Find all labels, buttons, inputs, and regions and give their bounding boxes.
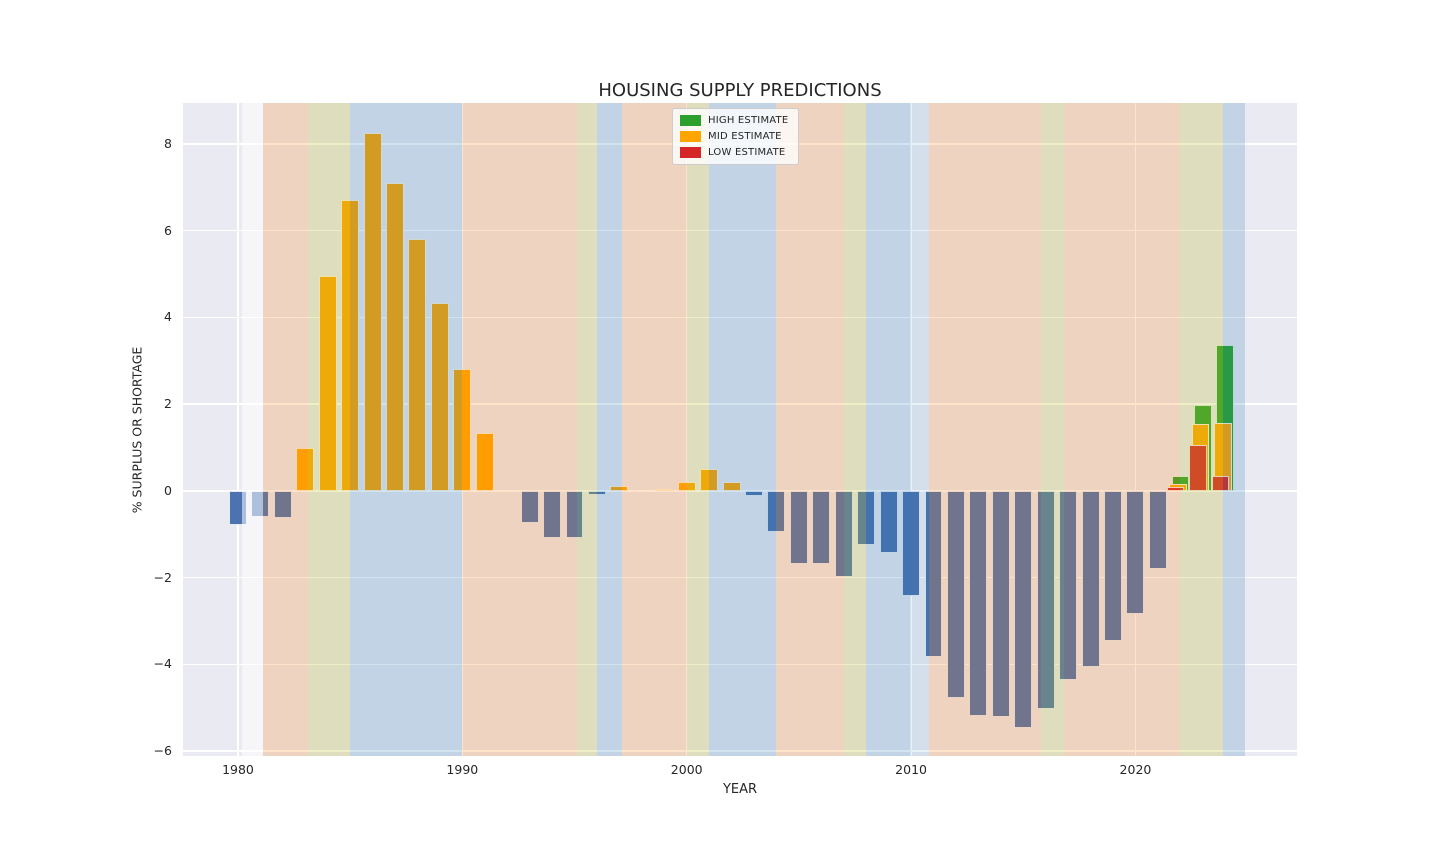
bar-1991 (475, 433, 494, 491)
bar-2016 (1036, 490, 1055, 710)
gridline-y--4 (183, 663, 1297, 666)
background-band (843, 103, 867, 756)
background-band (911, 103, 930, 756)
y-tick--6: −6 (153, 743, 172, 759)
background-band (596, 103, 622, 756)
bar-2006 (812, 490, 831, 565)
bar-1986 (363, 132, 382, 491)
x-tick-2010: 2010 (895, 762, 927, 777)
bar-1994 (543, 490, 562, 539)
bar-2004 (767, 490, 786, 533)
background-band (262, 103, 308, 756)
bar-2000 (677, 481, 696, 491)
bar-1990 (453, 369, 472, 491)
legend-label: MID ESTIMATE (708, 131, 782, 142)
y-tick--4: −4 (153, 656, 172, 672)
y-tick-0: 0 (164, 482, 172, 498)
bar-2021 (1148, 490, 1167, 569)
high-estimate-swatch-icon (680, 115, 701, 126)
x-tick-2020: 2020 (1119, 762, 1152, 777)
bar-1983 (296, 447, 315, 491)
bar-2003 (745, 490, 763, 496)
bar-2012 (946, 490, 965, 699)
bar-2009 (879, 490, 898, 553)
gridline-x-2020 (1134, 103, 1137, 756)
bar-2024-low-estimate (1211, 475, 1230, 491)
bar-1981 (251, 490, 270, 517)
bar-2017 (1059, 490, 1078, 681)
background-band (686, 103, 710, 756)
background-band (576, 103, 597, 756)
background-band (621, 103, 687, 756)
bar-2018 (1081, 490, 1100, 667)
bar-1988 (408, 239, 427, 491)
bar-2022-low-estimate (1166, 487, 1185, 491)
background-band (776, 103, 844, 756)
legend-item-mid: MID ESTIMATE (680, 131, 788, 142)
gridline-y--6 (183, 750, 1297, 752)
bar-1980 (228, 490, 247, 525)
chart-title: HOUSING SUPPLY PREDICTIONS (598, 80, 882, 101)
bar-1989 (430, 303, 449, 491)
bar-1985 (341, 200, 360, 491)
bar-2014 (991, 490, 1010, 717)
y-tick-4: 4 (164, 309, 172, 325)
legend: HIGH ESTIMATE MID ESTIMATE LOW ESTIMATE (672, 108, 800, 165)
background-band (242, 103, 263, 756)
bar-1982 (273, 490, 292, 518)
bar-1993 (520, 490, 539, 523)
bar-2005 (789, 490, 808, 565)
legend-item-high: HIGH ESTIMATE (680, 115, 788, 126)
bar-2011 (924, 490, 943, 657)
bar-2015 (1014, 490, 1033, 729)
gridline-y-0 (183, 490, 1297, 492)
bar-2007 (834, 490, 853, 577)
y-tick-8: 8 (164, 135, 172, 151)
bar-2023-low-estimate (1189, 444, 1207, 491)
y-tick--2: −2 (153, 569, 172, 585)
bar-1996 (587, 490, 606, 495)
bar-1984 (318, 276, 337, 491)
plot-area: HIGH ESTIMATE MID ESTIMATE LOW ESTIMATE (183, 103, 1297, 756)
gridline-x-2000 (685, 103, 688, 756)
bar-1995 (565, 490, 584, 538)
x-tick-2000: 2000 (670, 762, 703, 777)
bar-2010 (902, 490, 921, 596)
gridline-y--2 (183, 576, 1297, 579)
gridline-y-2 (183, 403, 1297, 405)
legend-item-low: LOW ESTIMATE (680, 147, 788, 158)
gridline-y-6 (183, 229, 1297, 232)
background-band (1135, 103, 1181, 756)
bar-1997 (610, 485, 629, 491)
background-band (709, 103, 777, 756)
bar-2019 (1104, 490, 1122, 641)
legend-label: LOW ESTIMATE (708, 147, 786, 158)
gridline-x-2010 (910, 103, 912, 756)
background-band (866, 103, 912, 756)
x-axis-label: YEAR (722, 782, 758, 797)
low-estimate-swatch-icon (680, 147, 701, 158)
bar-1999 (655, 488, 674, 491)
gridline-y-4 (183, 316, 1297, 319)
bar-2002 (722, 481, 741, 491)
bar-2013 (969, 490, 988, 716)
mid-estimate-swatch-icon (680, 131, 701, 142)
bar-2001 (700, 468, 719, 491)
x-tick-1990: 1990 (446, 762, 479, 777)
legend-label: HIGH ESTIMATE (708, 115, 789, 126)
bar-2008 (857, 490, 876, 546)
gridline-x-1980 (237, 103, 239, 756)
bar-1987 (386, 182, 404, 491)
y-tick-2: 2 (164, 396, 172, 412)
y-tick-6: 6 (164, 222, 172, 238)
x-tick-1980: 1980 (222, 762, 254, 777)
bar-2020 (1126, 490, 1145, 614)
background-band (462, 103, 577, 756)
